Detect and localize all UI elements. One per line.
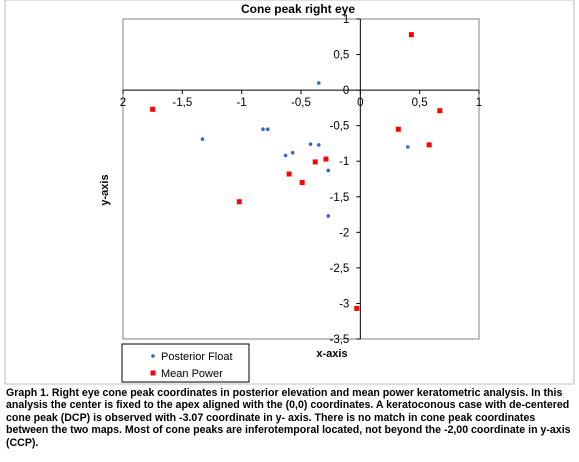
x-axis-label: x-axis (316, 348, 347, 360)
y-tick-label: -3 (339, 298, 349, 310)
y-tick-label: 1 (343, 14, 349, 26)
mean-power-point (323, 156, 329, 162)
y-tick-label: -3,5 (330, 334, 350, 346)
mean-power-point (437, 108, 443, 114)
x-tick-label: 2 (120, 97, 126, 109)
posterior-float-point (317, 81, 321, 85)
x-tick-label: 0,5 (412, 97, 428, 109)
posterior-float-point (261, 127, 265, 132)
posterior-float-point (317, 143, 321, 147)
legend-label: Mean Power (161, 368, 223, 380)
x-tick-label: -1,5 (172, 97, 192, 109)
mean-power-point (395, 126, 401, 132)
mean-power-point (150, 106, 156, 112)
legend-box (121, 343, 250, 383)
y-tick-label: 0 (343, 85, 349, 97)
y-tick-label: -0,5 (330, 121, 350, 133)
chart-title: Cone peak right eye (241, 2, 355, 16)
y-tick-label: -1,5 (330, 192, 350, 204)
mean-power-point (299, 180, 305, 186)
mean-power-point (236, 199, 242, 205)
legend-marker (151, 354, 155, 358)
y-tick-label: -2,5 (330, 263, 350, 275)
mean-power-point (354, 305, 360, 311)
mean-power-point (286, 171, 292, 177)
legend-label: Posterior Float (161, 351, 233, 363)
y-tick-label: -1 (339, 156, 349, 168)
chart: Cone peak right eye x-axis y-axis 2 -1,5 -… (4, 0, 575, 385)
posterior-float-point (406, 145, 410, 149)
x-tick-label: -0,5 (291, 97, 311, 109)
x-tick-label: -1 (237, 97, 247, 109)
data-marks (150, 32, 443, 311)
posterior-float-point (265, 127, 270, 132)
x-tick-label: 1 (476, 97, 482, 109)
posterior-float-point (200, 137, 205, 141)
posterior-float-point (290, 150, 295, 155)
y-tick-label: 0,5 (333, 50, 349, 62)
y-tick-label: -2 (339, 227, 349, 239)
posterior-float-point (326, 214, 331, 218)
mean-power-point (426, 142, 432, 148)
posterior-float-point (283, 153, 288, 158)
posterior-float-point (308, 142, 313, 146)
legend-marker (150, 370, 156, 376)
x-tick-label: 0 (357, 97, 363, 109)
figure-caption: Graph 1. Right eye cone peak coordinates… (6, 387, 571, 449)
legend: Posterior Float Mean Power (121, 343, 250, 383)
plot-area (122, 18, 480, 340)
posterior-float-point (326, 168, 331, 173)
mean-power-point (312, 159, 318, 165)
legend-items: Posterior Float Mean Power (150, 351, 233, 380)
axes: 2 -1,5 -1 -0,5 0 0,5 1 1 0,5 0 -0,5 -1 -1,5 -2 -2,5 -3 -… (120, 14, 482, 346)
mean-power-point (408, 32, 414, 38)
y-axis-label: y-axis (99, 174, 111, 205)
